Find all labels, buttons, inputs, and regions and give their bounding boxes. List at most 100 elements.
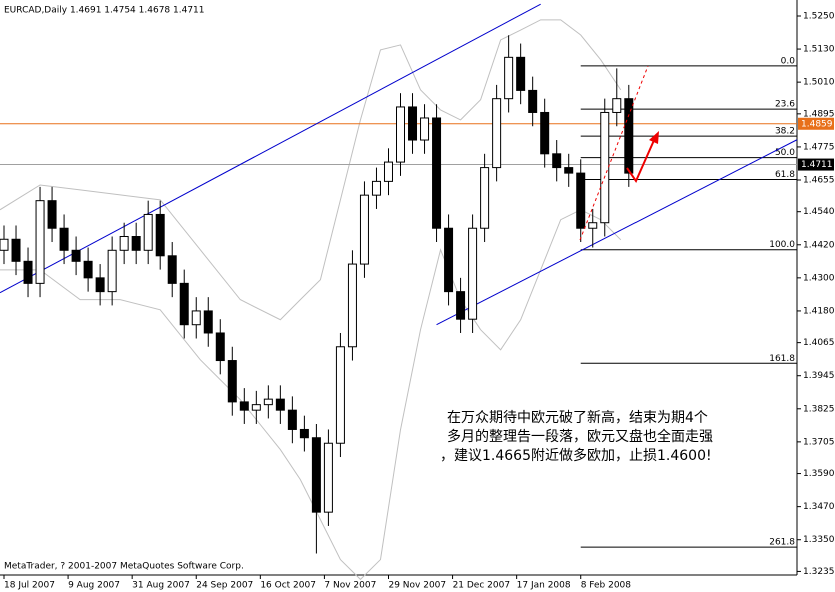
candle-body bbox=[83, 260, 93, 279]
candle-body bbox=[107, 249, 117, 293]
candle-body bbox=[59, 227, 69, 251]
candle-body bbox=[47, 200, 57, 229]
x-tick-label: 7 Nov 2007 bbox=[324, 581, 376, 591]
arrow-head bbox=[649, 131, 659, 144]
candle-body bbox=[456, 291, 466, 320]
y-tick-label: 1.4180 bbox=[803, 306, 835, 316]
candle-body bbox=[311, 437, 321, 513]
x-tick-label: 18 Jul 2007 bbox=[4, 581, 55, 591]
candle-body bbox=[396, 106, 406, 163]
candle-body bbox=[203, 310, 213, 334]
x-tick-label: 24 Sep 2007 bbox=[196, 581, 253, 591]
projection-line bbox=[579, 65, 649, 241]
candle-body bbox=[335, 346, 345, 444]
candle-body bbox=[35, 200, 45, 284]
y-tick-label: 1.4895 bbox=[803, 109, 835, 119]
price-label-box bbox=[798, 117, 834, 130]
candle-body bbox=[468, 227, 478, 320]
candle-body bbox=[432, 117, 442, 229]
y-tick-label: 1.3945 bbox=[803, 371, 835, 381]
y-tick-label: 1.3470 bbox=[803, 502, 835, 512]
candle-body bbox=[191, 310, 201, 326]
y-tick-label: 1.5130 bbox=[803, 45, 835, 55]
candle-body bbox=[95, 277, 105, 293]
x-tick-label: 9 Aug 2007 bbox=[68, 581, 120, 591]
candle-body bbox=[11, 238, 21, 262]
candle-body bbox=[263, 398, 273, 406]
candle-body bbox=[371, 180, 381, 196]
candle-body bbox=[552, 153, 562, 169]
y-tick-label: 1.4065 bbox=[803, 338, 835, 348]
fibo-label: 23.6 bbox=[775, 100, 795, 110]
y-tick-label: 1.5250 bbox=[803, 11, 835, 21]
annotation: ，建议1.4665附近做多欧加，止损1.4600! bbox=[440, 447, 712, 464]
candle-body bbox=[516, 56, 526, 91]
candle-body bbox=[131, 236, 141, 251]
candle-body bbox=[600, 111, 610, 224]
fibo-label: 38.2 bbox=[775, 127, 795, 137]
candle-body bbox=[275, 398, 285, 411]
bollinger-lower bbox=[0, 209, 622, 581]
trendline bbox=[0, 3, 541, 294]
price-label: 1.4859 bbox=[801, 119, 833, 129]
fibo-label: 61.8 bbox=[775, 170, 795, 180]
fibo-label: 50.0 bbox=[775, 148, 795, 158]
candle-body bbox=[588, 222, 598, 229]
candle-body bbox=[444, 227, 454, 293]
price-label: 1.4711 bbox=[801, 160, 833, 170]
candle-body bbox=[576, 172, 586, 229]
annotation: 多月的整理告一段落，欧元又盘也全面走强 bbox=[447, 428, 713, 445]
candle-body bbox=[143, 213, 153, 251]
candle-body bbox=[167, 255, 177, 284]
candle-body bbox=[420, 117, 430, 141]
candle-body bbox=[540, 111, 550, 155]
x-tick-label: 8 Feb 2008 bbox=[581, 581, 632, 591]
candle-body bbox=[564, 167, 574, 174]
candle-body bbox=[215, 332, 225, 362]
candle-body bbox=[504, 56, 514, 100]
x-tick-label: 21 Dec 2007 bbox=[453, 581, 511, 591]
candle-body bbox=[0, 238, 9, 251]
fibo-label: 261.8 bbox=[769, 538, 795, 548]
fibo-label: 161.8 bbox=[769, 354, 795, 364]
candle-body bbox=[528, 89, 538, 113]
candle-body bbox=[239, 401, 249, 411]
x-tick-label: 16 Oct 2007 bbox=[260, 581, 316, 591]
y-tick-label: 1.3825 bbox=[803, 404, 835, 414]
price-label-box bbox=[798, 158, 834, 171]
x-tick-label: 29 Nov 2007 bbox=[388, 581, 446, 591]
y-tick-label: 1.4775 bbox=[803, 142, 835, 152]
x-tick-label: 17 Jan 2008 bbox=[517, 581, 571, 591]
candle-body bbox=[287, 409, 297, 430]
candle-body bbox=[323, 442, 333, 513]
fibo-label: 0.0 bbox=[781, 56, 796, 66]
y-tick-label: 1.3350 bbox=[803, 535, 835, 545]
arrow bbox=[626, 137, 656, 184]
plot: 0.0 23.6 38.2 50.0 61.8 100.0 161.8 261.8 bbox=[0, 3, 798, 581]
candle-body bbox=[383, 161, 393, 182]
candle-body bbox=[251, 404, 261, 411]
candle-body bbox=[119, 236, 129, 251]
candle-body bbox=[347, 263, 357, 348]
candle-body bbox=[71, 249, 81, 262]
candle-body bbox=[155, 213, 165, 257]
y-tick-label: 1.5010 bbox=[803, 78, 835, 88]
y-tick-label: 1.3590 bbox=[803, 469, 835, 479]
candle-body bbox=[227, 360, 237, 403]
candle-body bbox=[492, 98, 502, 169]
chart-title: EURCAD,Daily 1.4691 1.4754 1.4678 1.4711 bbox=[4, 6, 205, 16]
candle-body bbox=[179, 282, 189, 326]
candle-body bbox=[23, 260, 33, 284]
y-tick-label: 1.4300 bbox=[803, 273, 835, 283]
x-tick-label: 31 Aug 2007 bbox=[132, 581, 190, 591]
candle-body bbox=[624, 98, 634, 174]
candle-body bbox=[299, 428, 309, 439]
y-tick-label: 1.4540 bbox=[803, 207, 835, 217]
y-tick-label: 1.4655 bbox=[803, 175, 835, 185]
fibo-label: 100.0 bbox=[769, 240, 795, 250]
bollinger-upper bbox=[0, 19, 622, 321]
trendline bbox=[436, 139, 798, 326]
candle-body bbox=[408, 106, 418, 141]
